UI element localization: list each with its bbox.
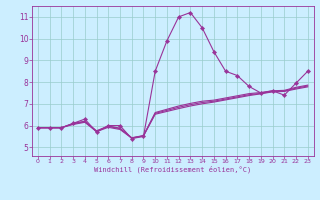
X-axis label: Windchill (Refroidissement éolien,°C): Windchill (Refroidissement éolien,°C) (94, 166, 252, 173)
